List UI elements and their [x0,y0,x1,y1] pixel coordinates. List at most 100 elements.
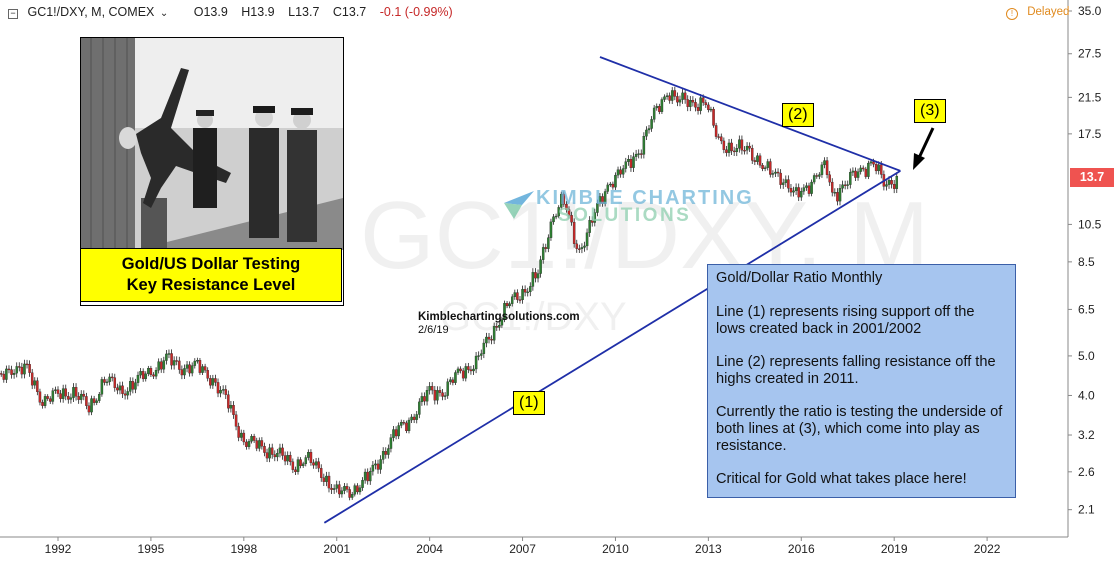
candle [425,386,429,406]
candle [859,165,862,175]
candle [165,350,168,365]
candle [46,394,49,401]
x-tick-label: 2016 [788,542,815,556]
candle [433,385,437,405]
candle [459,366,462,374]
y-tick-label: 6.5 [1078,302,1095,316]
candle [239,429,243,441]
caption-line1: Gold/US Dollar Testing [121,255,301,273]
photo-illustration [81,38,343,250]
candle [794,183,798,195]
candle [412,413,416,424]
candle [141,368,145,382]
candle [456,366,460,375]
candle [658,103,661,115]
candle [402,419,406,426]
candle [190,362,194,377]
candle [892,179,896,194]
candle [330,483,333,495]
x-tick-label: 2004 [416,542,443,556]
y-tick-label: 35.0 [1078,4,1102,18]
candle [567,206,571,219]
label-line2: (2) [782,103,814,127]
candle [846,180,849,190]
candle [828,171,831,186]
candle [250,434,253,444]
candle [575,239,578,253]
candle [371,461,375,476]
candle [461,367,465,382]
candle [774,168,777,177]
y-tick-label: 2.1 [1078,503,1095,517]
candle [885,180,888,191]
candle [867,160,870,180]
x-tick-label: 2019 [881,542,908,556]
candle [350,491,354,500]
y-tick-label: 2.6 [1078,465,1095,479]
candle [203,363,207,373]
candle [544,243,548,253]
candle [123,389,127,400]
candle [802,184,806,195]
candle [87,402,91,416]
candle [637,149,640,159]
watermark-sub: GC1!/DXY [440,295,627,339]
candle [836,188,839,206]
chevron-down-icon[interactable]: ⌄ [159,8,169,19]
candle [0,370,3,377]
candle [116,383,119,395]
candle [727,139,731,157]
candle [864,166,868,179]
candle [214,374,217,387]
candle [606,182,609,194]
candle [379,455,382,474]
candle [100,376,104,397]
candle [552,213,555,225]
candle [805,182,808,191]
candle [722,137,726,154]
candle [389,434,393,453]
candle [438,386,442,397]
candle [851,167,855,177]
change-value: -0.1 (-0.99%) [379,5,453,19]
candle [539,255,542,278]
candle [810,179,813,197]
delayed-status[interactable]: ! Delayed [1006,6,1069,20]
candle [12,369,16,379]
candle [849,168,852,189]
candle [797,183,800,202]
x-tick-label: 2007 [509,542,536,556]
site-stamp: Kimblechartingsolutions.com 2/6/19 [418,311,580,337]
low-value: L13.7 [288,5,320,19]
candle [232,401,235,419]
candle [508,301,511,309]
candle [180,365,184,380]
candle [10,365,13,379]
candle [345,483,349,493]
candle [139,368,142,379]
candle [20,362,24,379]
symbol-label[interactable]: GC1!/DXY, M, COMEX [27,5,155,19]
candle [477,351,480,361]
candle [694,98,697,112]
notes-paragraph-3: Currently the ratio is testing the under… [716,404,1003,454]
candle [245,439,248,450]
candle [505,301,509,309]
logo-mark-icon [504,191,534,219]
last-price-tag: 13.7 [1070,167,1114,187]
candle [609,181,612,188]
x-tick-label: 1995 [138,542,165,556]
x-tick-label: 1992 [45,542,72,556]
chart-header: − GC1!/DXY, M, COMEX ⌄ O13.9 H13.9 L13.7… [8,5,455,19]
candle [789,184,793,197]
candle [356,483,359,495]
candle [131,377,135,394]
candle [147,365,150,377]
collapse-icon[interactable]: − [8,9,18,19]
candle [758,153,762,168]
candle [704,99,708,108]
candle [54,386,57,394]
candle [766,158,769,171]
